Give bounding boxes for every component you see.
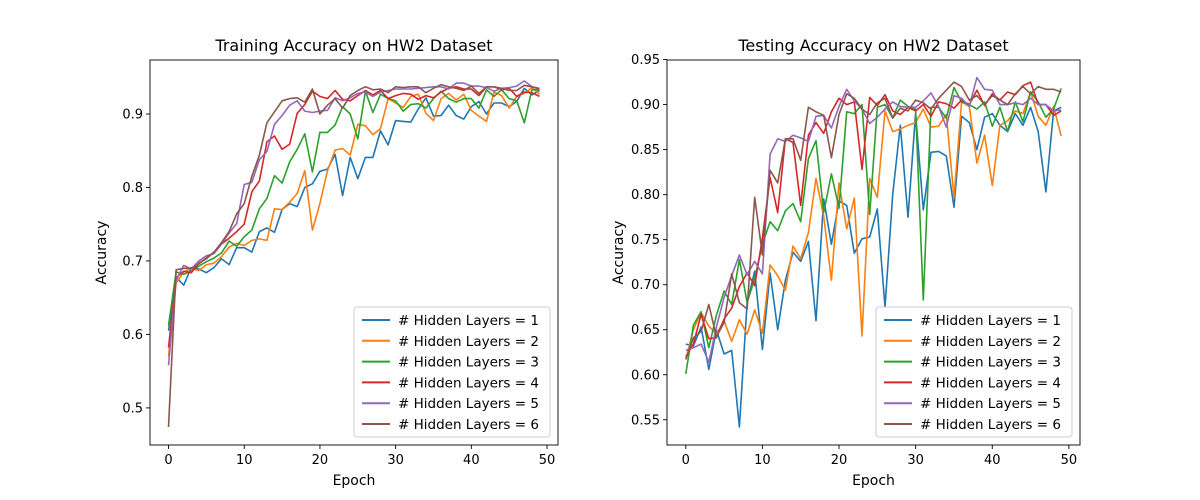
y-tick-label: 0.80 <box>631 188 660 203</box>
legend-entry-5: # Hidden Layers = 5 <box>920 396 1061 412</box>
legend-entry-5: # Hidden Layers = 5 <box>398 396 539 412</box>
x-axis-label: Epoch <box>333 473 376 489</box>
x-tick-label: 30 <box>387 453 404 468</box>
series-line-1 <box>167 87 540 331</box>
x-tick-label: 50 <box>539 453 556 468</box>
x-tick-label: 40 <box>463 453 480 468</box>
plot-frame <box>149 59 559 446</box>
legend-entry-4: # Hidden Layers = 4 <box>398 375 539 391</box>
legend: # Hidden Layers = 1 # Hidden Layers = 2 # … <box>875 306 1073 438</box>
x-tick-label: 40 <box>984 453 1001 468</box>
y-tick-label: 0.90 <box>631 98 660 113</box>
y-tick-label: 0.55 <box>631 413 660 428</box>
y-tick-label: 0.8 <box>122 181 143 196</box>
x-tick-label: 50 <box>1061 453 1078 468</box>
testing-accuracy-chart: Testing Accuracy on HW2 Dataset 0 10 20 30 40… <box>611 36 1081 489</box>
chart-title: Training Accuracy on HW2 Dataset <box>214 36 492 55</box>
legend-entry-6: # Hidden Layers = 6 <box>398 417 539 433</box>
x-tick-label: 0 <box>164 453 172 468</box>
legend-entry-2: # Hidden Layers = 2 <box>398 334 539 350</box>
training-accuracy-chart: Training Accuracy on HW2 Dataset 0 10 20 30 4… <box>94 36 559 489</box>
legend-entry-4: # Hidden Layers = 4 <box>920 375 1061 391</box>
y-axis-label: Accuracy <box>611 221 627 285</box>
legend-entry-3: # Hidden Layers = 3 <box>398 355 539 371</box>
y-tick-label: 0.6 <box>122 328 143 343</box>
x-tick-label: 30 <box>907 453 924 468</box>
x-axis-label: Epoch <box>852 473 895 489</box>
series-line-2 <box>167 86 541 357</box>
y-tick-label: 0.85 <box>631 143 660 158</box>
legend-box <box>353 306 551 438</box>
series-line-2 <box>685 91 1062 360</box>
x-tick-label: 20 <box>831 453 848 468</box>
series-line-4 <box>167 86 540 348</box>
y-tick-label: 0.5 <box>122 401 143 416</box>
legend-entry-1: # Hidden Layers = 1 <box>920 313 1061 329</box>
series-line-5 <box>167 80 540 366</box>
series-line-6 <box>685 81 1062 360</box>
y-tick-label: 0.9 <box>122 108 143 123</box>
chart-title: Testing Accuracy on HW2 Dataset <box>737 36 1008 55</box>
x-tick-label: 20 <box>312 453 329 468</box>
legend-entry-1: # Hidden Layers = 1 <box>398 313 539 329</box>
legend-entry-2: # Hidden Layers = 2 <box>920 334 1061 350</box>
y-tick-label: 0.95 <box>631 53 660 68</box>
series-line-5 <box>685 76 1062 363</box>
y-tick-label: 0.7 <box>122 254 143 269</box>
x-tick-label: 10 <box>754 453 771 468</box>
y-axis-label: Accuracy <box>94 221 110 285</box>
y-tick-label: 0.60 <box>631 368 660 383</box>
legend-entry-6: # Hidden Layers = 6 <box>920 417 1061 433</box>
legend: # Hidden Layers = 1 # Hidden Layers = 2 # … <box>353 306 551 438</box>
legend-box <box>875 306 1073 438</box>
y-tick-label: 0.65 <box>631 323 660 338</box>
legend-entry-3: # Hidden Layers = 3 <box>920 355 1061 371</box>
series-line-6 <box>167 83 540 428</box>
x-tick-label: 0 <box>682 453 690 468</box>
x-tick-label: 10 <box>236 453 253 468</box>
series-line-3 <box>167 89 540 326</box>
plot-frame <box>666 59 1081 446</box>
y-tick-label: 0.70 <box>631 278 660 293</box>
y-tick-label: 0.75 <box>631 233 660 248</box>
